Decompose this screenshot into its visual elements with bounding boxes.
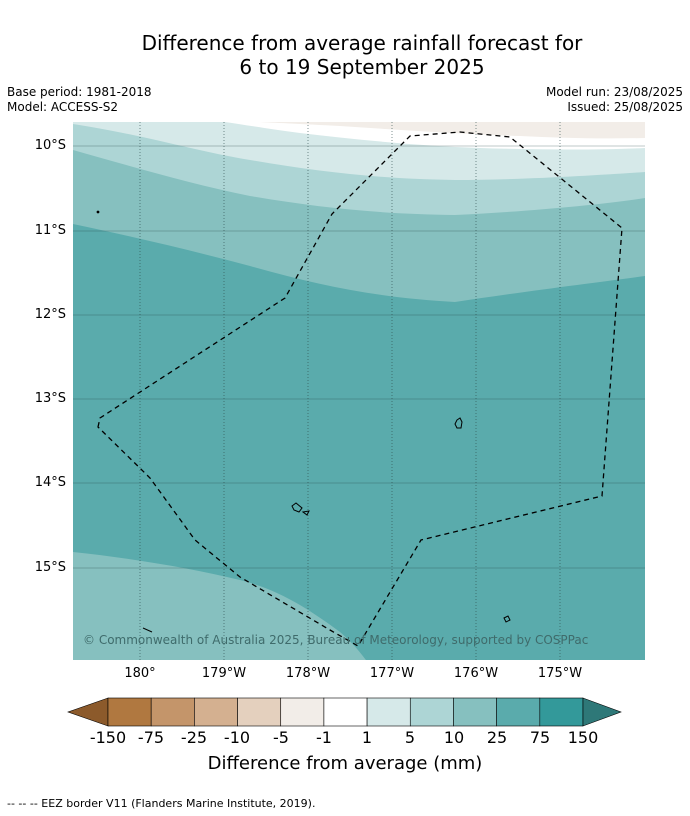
map-title: Difference from average rainfall forecas… [0, 31, 690, 79]
eez-boundary [97, 131, 623, 647]
meta-left: Base period: 1981-2018 Model: ACCESS-S2 [7, 85, 152, 115]
island-small-sw [142, 627, 153, 633]
model-run: Model run: 23/08/2025 [545, 85, 683, 99]
island-wallis [454, 417, 463, 429]
legend-extend-low [67, 697, 109, 727]
legend-extend-high [582, 697, 622, 727]
lat-label-13s: 13°S [34, 391, 66, 406]
legend-tick: 5 [404, 728, 416, 747]
lat-label-14s: 14°S [34, 475, 66, 490]
map-fill-bands [73, 122, 645, 660]
meta-right: Model run: 23/08/2025 Issued: 25/08/2025 [546, 85, 683, 115]
band-10-25-south [73, 552, 366, 660]
legend-tick: 25 [486, 728, 508, 747]
legend-tick: -150 [89, 728, 127, 747]
legend-swatch [496, 697, 541, 727]
gridlines [73, 122, 645, 660]
legend-swatch [194, 697, 238, 727]
model-name: Model: ACCESS-S2 [7, 100, 119, 114]
lon-label-175w: 175°W [537, 666, 583, 681]
lon-label-176w: 176°W [453, 666, 499, 681]
legend-tick: -1 [316, 728, 332, 747]
legend-tick: 75 [529, 728, 551, 747]
legend-swatch [366, 697, 411, 727]
lon-label-177w: 177°W [369, 666, 415, 681]
title-line-1: Difference from average rainfall forecas… [141, 31, 583, 55]
legend-tick: -25 [180, 728, 208, 747]
copyright-notice: © Commonwealth of Australia 2025, Bureau… [83, 633, 589, 647]
band-dry-north [260, 122, 645, 139]
lon-label-178w: 178°W [285, 666, 331, 681]
legend-tick: 150 [567, 728, 599, 747]
lat-label-11s: 11°S [34, 223, 66, 238]
island-alofi [301, 510, 310, 516]
legend-title: Difference from average (mm) [207, 753, 483, 774]
legend-tick: 10 [443, 728, 465, 747]
eez-footnote: -- -- -- EEZ border V11 (Flanders Marine… [7, 797, 316, 810]
legend-swatch [150, 697, 195, 727]
islands [96, 210, 511, 633]
lat-label-10s: 10°S [34, 138, 66, 153]
lon-label-179w: 179°W [201, 666, 247, 681]
island-dot-nw [96, 210, 100, 214]
island-futuna [291, 502, 303, 513]
legend-tick: -5 [273, 728, 289, 747]
legend-swatch [539, 697, 584, 727]
legend-swatch [280, 697, 325, 727]
lat-label-12s: 12°S [34, 307, 66, 322]
legend-tick: -10 [223, 728, 251, 747]
legend-swatch [323, 697, 368, 727]
island-small-east [503, 615, 511, 623]
lon-label-180: 180° [124, 666, 156, 681]
legend-tick: -75 [137, 728, 165, 747]
issued-date: Issued: 25/08/2025 [567, 100, 683, 114]
legend-swatch [237, 697, 282, 727]
title-line-2: 6 to 19 September 2025 [239, 55, 485, 79]
legend-swatch [409, 697, 454, 727]
legend-swatch [453, 697, 497, 727]
legend-swatch [107, 697, 152, 727]
base-period: Base period: 1981-2018 [7, 85, 152, 99]
legend-tick: 1 [361, 728, 373, 747]
lat-label-15s: 15°S [34, 560, 66, 575]
